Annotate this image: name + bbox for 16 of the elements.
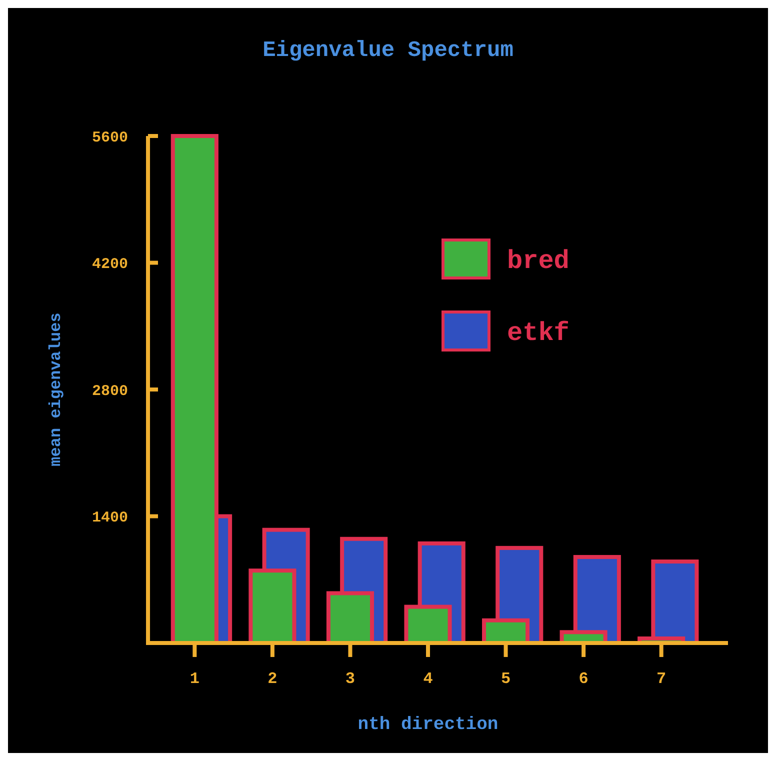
x-tick-label: 6 — [578, 670, 588, 688]
x-tick-label: 1 — [190, 670, 200, 688]
y-tick-label: 2800 — [92, 382, 128, 400]
y-tick-label: 1400 — [92, 510, 128, 526]
x-tick-label: 5 — [500, 670, 511, 688]
x-axis-title: nth direction — [358, 715, 498, 735]
y-tick-label: 5600 — [92, 129, 128, 146]
x-tick-label: 4 — [423, 670, 434, 688]
x-tick-label: 7 — [656, 670, 666, 688]
y-tick-label: 4200 — [92, 256, 128, 273]
chart-title: Eigenvalue Spectrum — [262, 38, 514, 63]
x-tick-label: 2 — [268, 670, 278, 688]
y-axis-title: mean eigenvalues — [47, 312, 65, 466]
legend-label: bred — [507, 246, 570, 276]
x-tick-label: 3 — [345, 670, 356, 688]
legend-label: etkf — [507, 318, 570, 348]
